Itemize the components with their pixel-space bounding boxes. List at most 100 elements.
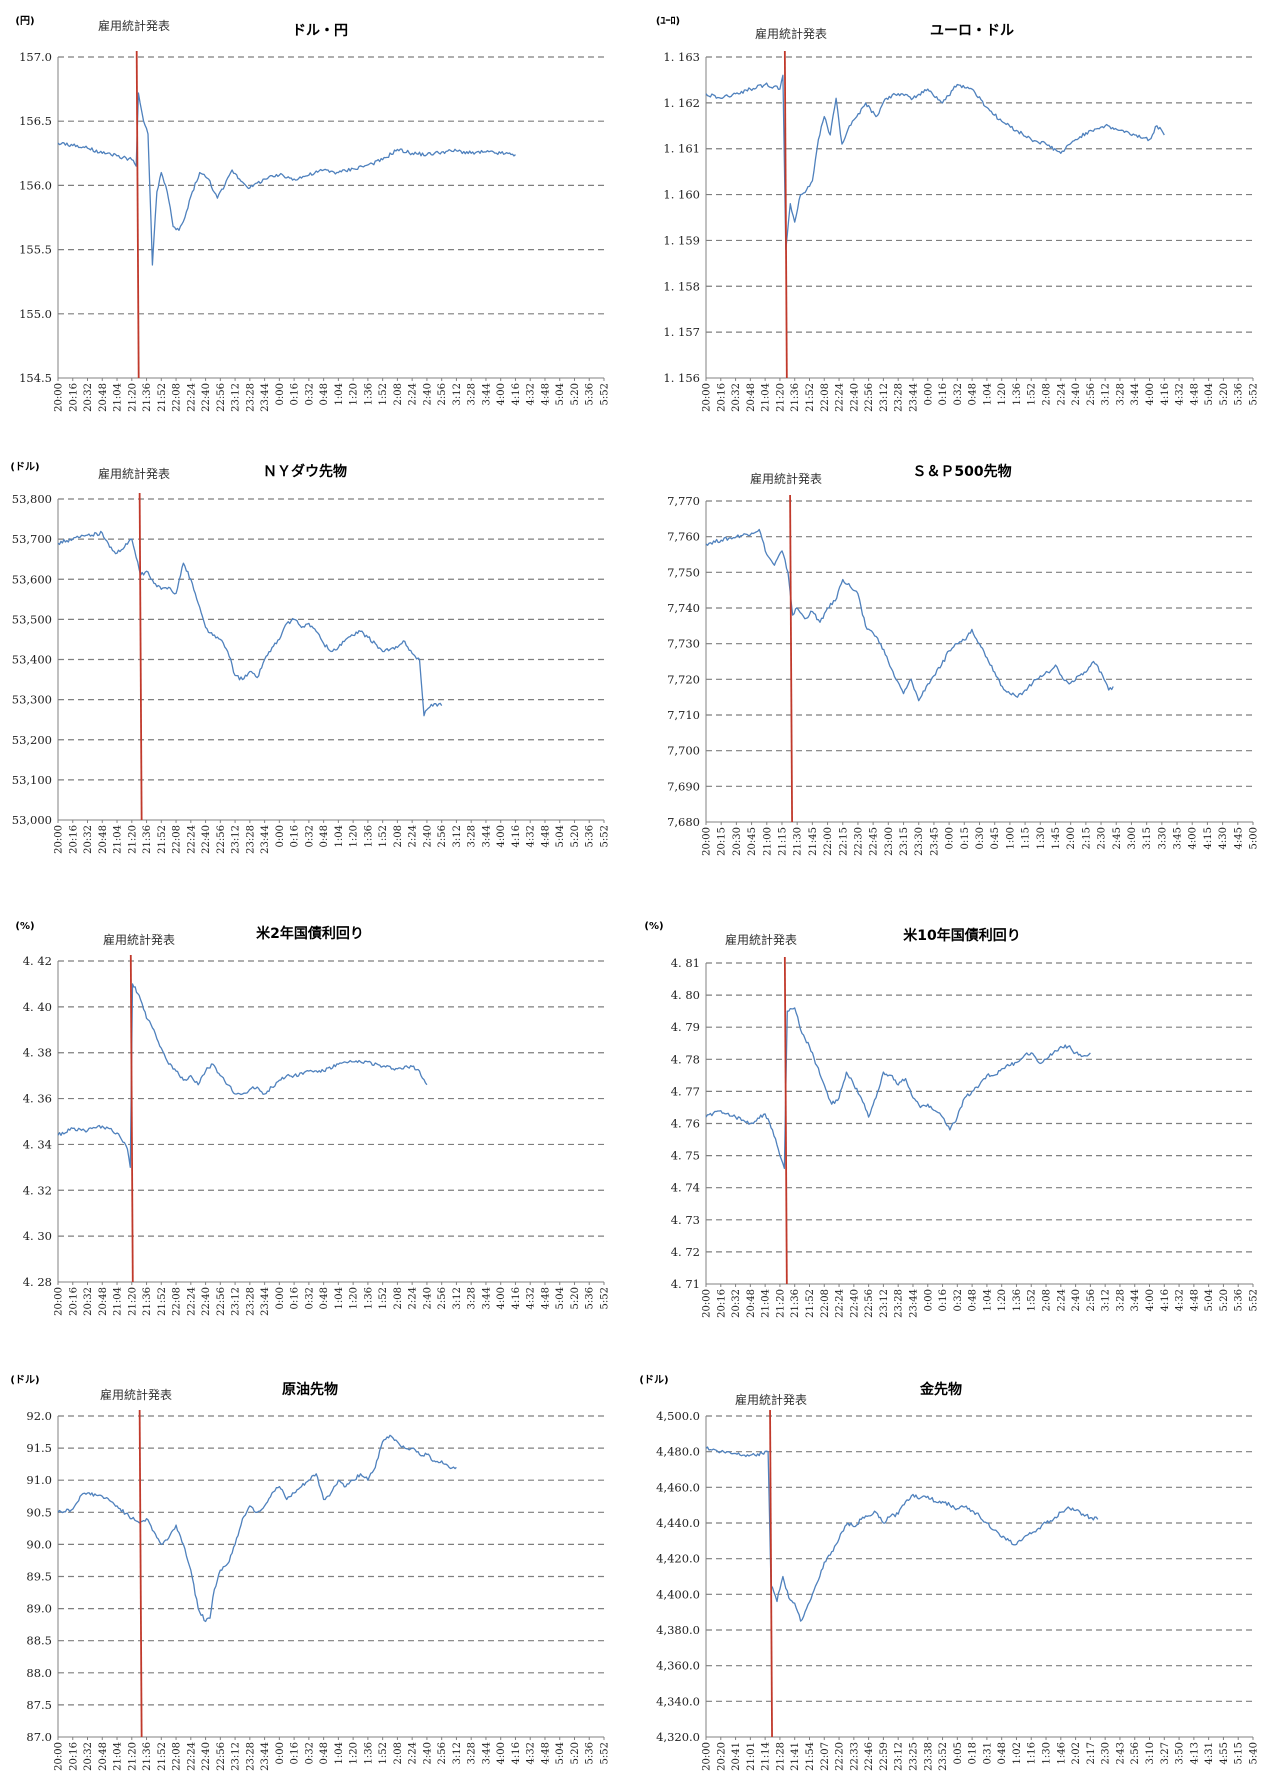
series-line	[57, 530, 443, 717]
x-tick-label: 4:00	[1145, 1289, 1156, 1311]
x-tick-label: 20:00	[702, 1742, 713, 1771]
x-tick-label: 0:48	[968, 1289, 979, 1311]
x-tick-label: 0:18	[968, 1742, 979, 1764]
x-tick-label: 20:00	[702, 827, 713, 856]
y-tick-label: 4. 42	[23, 954, 52, 968]
x-tick-label: 2:24	[408, 1287, 419, 1309]
x-tick-label: 21:45	[808, 827, 819, 856]
x-tick-label: 23:28	[245, 383, 256, 412]
x-tick-label: 5:36	[1234, 383, 1245, 405]
x-tick-label: 4:48	[540, 1742, 551, 1764]
x-tick-label: 2:56	[437, 383, 448, 405]
x-tick-label: 23:00	[884, 827, 895, 856]
event-annotation: 雇用統計発表	[750, 471, 822, 486]
x-tick-label: 21:52	[157, 825, 168, 854]
x-tick-label: 23:44	[260, 383, 271, 412]
x-tick-label: 1:04	[334, 825, 345, 847]
x-tick-label: 4:55	[1219, 1742, 1230, 1764]
y-tick-label: 7,690	[667, 779, 700, 793]
x-tick-label: 21:28	[775, 1742, 786, 1771]
unit-label: (%)	[644, 921, 663, 932]
y-tick-label: 157.0	[19, 50, 52, 64]
x-tick-label: 23:52	[938, 1742, 949, 1771]
x-tick-label: 0:05	[953, 1742, 964, 1764]
series-line	[57, 1434, 457, 1623]
x-tick-label: 21:04	[113, 1287, 124, 1316]
x-tick-label: 21:04	[761, 1289, 772, 1318]
x-tick-label: 22:24	[186, 825, 197, 854]
series-line	[705, 528, 1114, 702]
x-tick-label: 22:56	[216, 825, 227, 854]
x-tick-label: 4:32	[1175, 383, 1186, 405]
x-tick-label: 4:48	[540, 1287, 551, 1309]
x-tick-label: 23:30	[914, 827, 925, 856]
x-tick-label: 20:00	[702, 1289, 713, 1318]
x-tick-label: 2:56	[1130, 1742, 1141, 1764]
x-tick-label: 0:32	[304, 383, 315, 405]
x-tick-label: 3:28	[1115, 383, 1126, 405]
y-tick-label: 7,700	[667, 744, 700, 758]
x-tick-label: 3:44	[481, 1742, 492, 1764]
x-tick-label: 1:52	[1027, 383, 1038, 405]
x-tick-label: 20:16	[68, 825, 79, 854]
y-tick-label: 88.5	[26, 1634, 52, 1648]
x-tick-label: 22:46	[864, 1742, 875, 1771]
x-tick-label: 5:52	[600, 383, 611, 405]
x-tick-label: 20:48	[746, 1289, 757, 1318]
unit-label: (ドル)	[639, 1374, 668, 1386]
x-tick-label: 0:16	[290, 383, 301, 405]
y-tick-label: 4. 71	[671, 1277, 700, 1291]
x-tick-label: 4:32	[1175, 1289, 1186, 1311]
chart-title: 米2年国債利回り	[256, 925, 364, 942]
y-tick-label: 4,460.0	[656, 1480, 700, 1494]
y-tick-label: 53,000	[12, 813, 52, 827]
x-tick-label: 1:46	[1056, 1742, 1067, 1764]
x-tick-label: 20:00	[54, 825, 65, 854]
x-tick-label: 21:52	[805, 383, 816, 412]
y-tick-label: 53,300	[12, 693, 52, 707]
x-tick-label: 5:04	[555, 1742, 566, 1764]
x-tick-label: 1:20	[997, 383, 1008, 405]
x-tick-label: 4:48	[1189, 383, 1200, 405]
event-marker-line	[138, 492, 143, 821]
x-tick-label: 22:08	[820, 1289, 831, 1318]
x-tick-label: 3:12	[452, 1287, 463, 1309]
y-tick-label: 92.0	[26, 1409, 52, 1423]
x-tick-label: 0:00	[923, 1289, 934, 1311]
x-tick-label: 22:56	[216, 383, 227, 412]
x-tick-label: 1:20	[997, 1289, 1008, 1311]
y-tick-label: 53,700	[12, 532, 52, 546]
x-tick-label: 3:12	[1101, 1289, 1112, 1311]
x-tick-label: 2:08	[393, 1742, 404, 1764]
x-tick-label: 21:36	[142, 1742, 153, 1771]
x-tick-label: 21:15	[777, 827, 788, 856]
x-tick-label: 21:20	[775, 383, 786, 412]
event-marker-line	[789, 494, 793, 823]
y-tick-label: 89.5	[26, 1570, 52, 1584]
x-tick-label: 20:16	[716, 383, 727, 412]
x-tick-label: 2:24	[408, 825, 419, 847]
usdjpy-chart: ドル・円 (円) 雇用統計発表 157.0 156.5 156.0 155.5 155.0 15…	[15, 15, 610, 412]
y-tick-label: 53,400	[12, 653, 52, 667]
x-tick-label: 20:00	[702, 383, 713, 412]
x-tick-label: 0:30	[975, 827, 986, 849]
event-annotation: 雇用統計発表	[98, 18, 170, 33]
x-tick-label: 2:40	[1071, 383, 1082, 405]
chart-title: ＮＹダウ先物	[263, 463, 347, 480]
x-tick-label: 20:48	[98, 1742, 109, 1771]
x-tick-label: 2:08	[393, 1287, 404, 1309]
x-tick-label: 21:20	[127, 1742, 138, 1771]
x-tick-label: 21:20	[775, 1289, 786, 1318]
x-tick-label: 23:12	[231, 825, 242, 854]
x-tick-label: 4:48	[540, 825, 551, 847]
x-tick-label: 23:12	[879, 1289, 890, 1318]
x-tick-label: 20:16	[716, 1289, 727, 1318]
x-tick-label: 5:52	[600, 1742, 611, 1764]
x-tick-label: 4:32	[526, 383, 537, 405]
event-marker-line	[129, 954, 134, 1283]
y-tick-label: 7,710	[667, 708, 700, 722]
x-tick-label: 22:33	[849, 1742, 860, 1771]
x-tick-label: 2:45	[1112, 827, 1123, 849]
x-tick-label: 3:50	[1175, 1742, 1186, 1764]
x-tick-label: 20:48	[98, 1287, 109, 1316]
